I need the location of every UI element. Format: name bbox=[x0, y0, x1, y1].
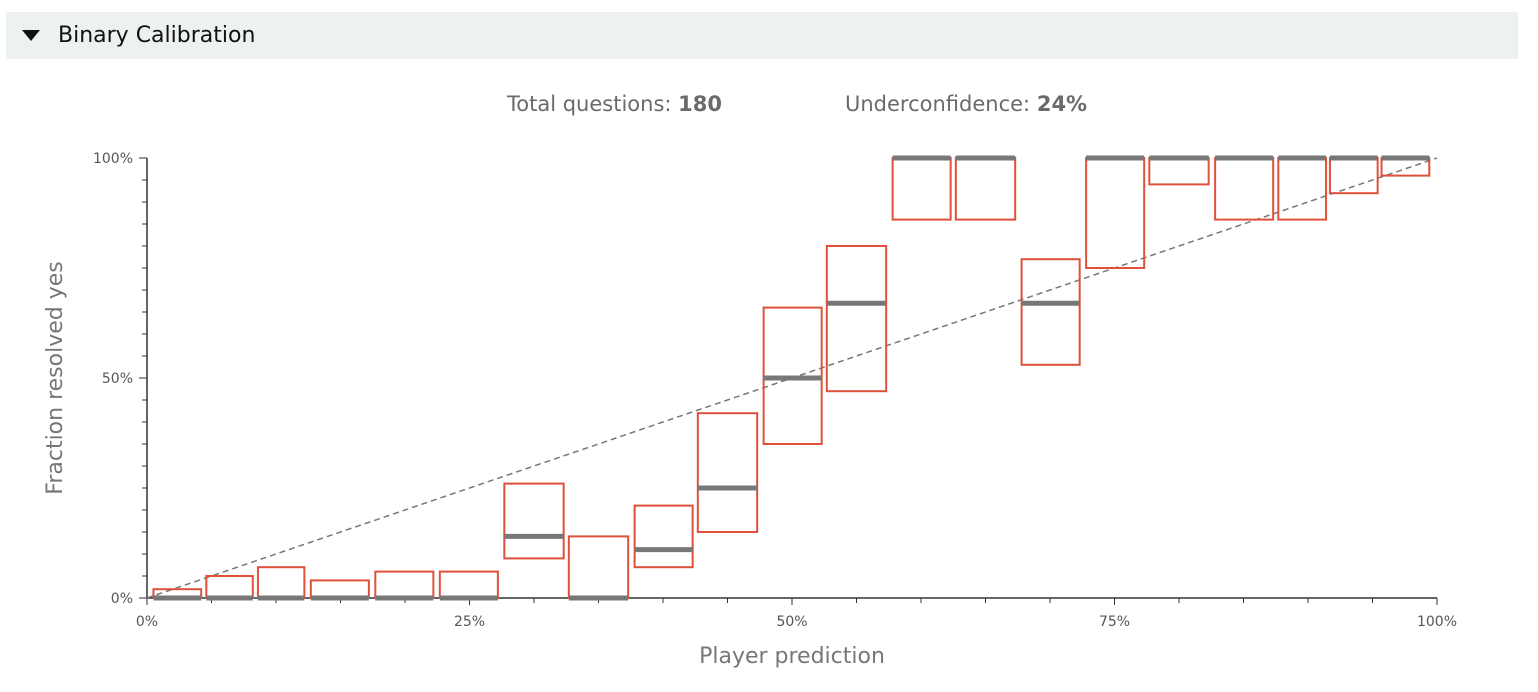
calibration-box bbox=[567, 535, 630, 600]
calibration-box bbox=[1328, 157, 1379, 195]
x-tick-label: 0% bbox=[136, 614, 158, 630]
calibration-box bbox=[891, 157, 952, 221]
y-tick-label: 50% bbox=[102, 371, 133, 387]
underconfidence-value: 24% bbox=[1036, 92, 1088, 116]
x-tick-label: 100% bbox=[1417, 614, 1457, 630]
section-header-binary-calibration[interactable]: Binary Calibration bbox=[6, 12, 1518, 59]
calibration-box bbox=[503, 482, 565, 560]
calibration-box bbox=[1148, 157, 1210, 186]
y-tick-label: 0% bbox=[111, 591, 133, 607]
calibration-box bbox=[1380, 157, 1431, 177]
x-axis-title: Player prediction bbox=[699, 644, 885, 669]
calibration-box bbox=[1085, 157, 1146, 269]
total-questions-stat: Total questions: 180 bbox=[507, 92, 722, 116]
calibration-box bbox=[1214, 157, 1275, 221]
underconfidence-stat: Underconfidence: 24% bbox=[845, 92, 1087, 116]
calibration-box bbox=[633, 504, 694, 569]
x-tick-label: 75% bbox=[1099, 614, 1130, 630]
calibration-box bbox=[374, 570, 435, 599]
calibration-box bbox=[825, 245, 888, 393]
calibration-box bbox=[205, 575, 254, 599]
axes-layer: 0% 25% 50% 75% 100% 0% 50% 100% bbox=[93, 151, 1457, 630]
y-axis-title: Fraction resolved yes bbox=[43, 261, 68, 494]
calibration-box bbox=[1020, 258, 1081, 366]
calibration-box bbox=[256, 566, 306, 600]
underconfidence-label: Underconfidence: bbox=[845, 92, 1031, 116]
x-tick-label: 25% bbox=[454, 614, 485, 630]
y-tick-label: 100% bbox=[93, 151, 133, 167]
triangle-down-icon[interactable] bbox=[22, 30, 40, 41]
calibration-box bbox=[309, 579, 370, 600]
x-tick-label: 50% bbox=[776, 614, 807, 630]
calibration-box bbox=[696, 412, 759, 534]
bins-layer bbox=[152, 155, 1431, 601]
total-questions-label: Total questions: bbox=[507, 92, 672, 116]
total-questions-value: 180 bbox=[678, 92, 722, 116]
section-title: Binary Calibration bbox=[58, 23, 256, 48]
calibration-box bbox=[954, 157, 1017, 221]
calibration-box bbox=[438, 570, 499, 599]
